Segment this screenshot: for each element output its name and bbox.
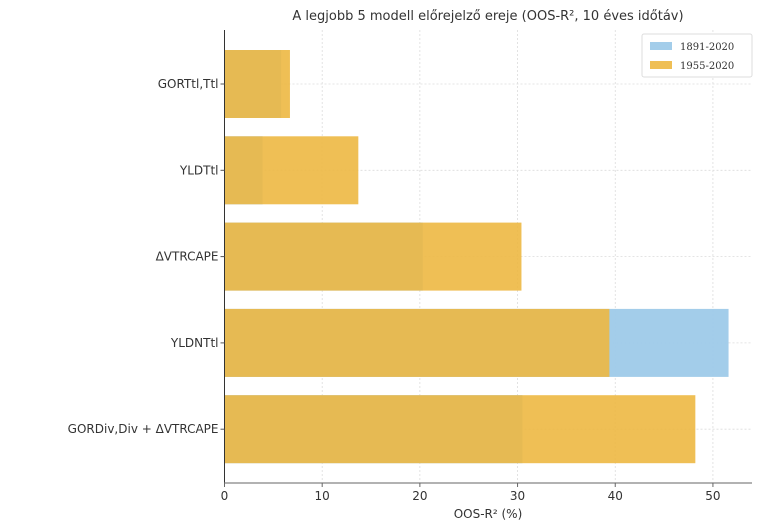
- legend-label-1891-2020: 1891-2020: [680, 42, 734, 53]
- y-tick-label: GORDiv,Div + ΔVTRCAPE: [68, 422, 219, 436]
- x-ticks: 0 10 20 30 40 50: [221, 483, 721, 503]
- x-tick-label: 0: [221, 489, 229, 503]
- bar-1955-2020-1: [224, 136, 359, 205]
- x-tick-label: 10: [315, 489, 330, 503]
- bar-1955-2020-2: [224, 222, 522, 291]
- bar-1955-2020-0: [224, 50, 290, 118]
- legend-patch-1955-2020: [650, 61, 672, 69]
- x-axis-label: OOS-R² (%): [454, 507, 523, 521]
- legend: 1891-2020 1955-2020: [641, 33, 753, 78]
- x-tick-label: 50: [705, 489, 720, 503]
- y-tick-labels: GORTtl,Ttl YLDTtl ΔVTRCAPE YLDNTtl GORDiv,Di…: [68, 77, 225, 436]
- legend-label-1955-2020: 1955-2020: [680, 61, 734, 72]
- chart-title: A legjobb 5 modell előrejelző ereje (OOS…: [292, 9, 683, 24]
- x-tick-label: 20: [412, 489, 427, 503]
- x-tick-label: 30: [510, 489, 525, 503]
- y-tick-label: YLDTtl: [179, 163, 219, 177]
- y-tick-label: GORTtl,Ttl: [158, 77, 219, 91]
- bar-1955-2020-4: [224, 395, 696, 464]
- bars: [224, 50, 729, 464]
- bar-1955-2020-3: [224, 308, 610, 377]
- x-tick-label: 40: [608, 489, 623, 503]
- legend-patch-1891-2020: [650, 42, 672, 50]
- y-tick-label: YLDNTtl: [170, 336, 219, 350]
- y-tick-label: ΔVTRCAPE: [156, 250, 219, 264]
